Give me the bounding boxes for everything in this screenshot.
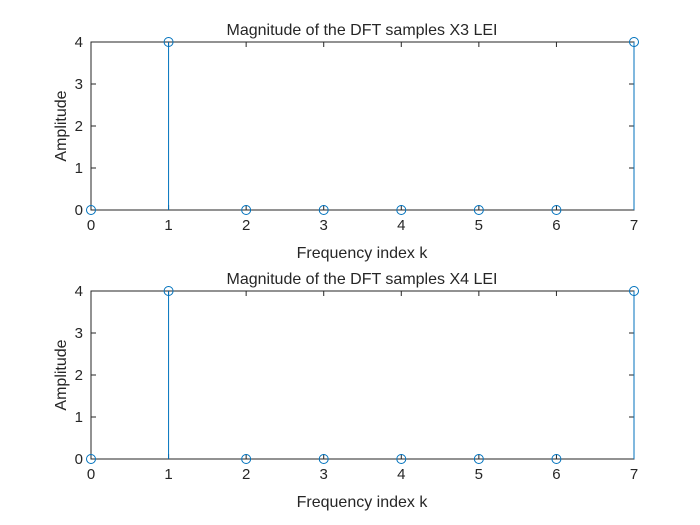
y-tick-label-top: 2 [75,118,83,135]
stems-top [86,37,639,215]
stem-marker-top-k0 [86,205,96,215]
y-tick-label-bottom: 1 [75,409,83,426]
x-tick-label-top: 4 [397,217,405,234]
axes-box-bottom [90,290,635,460]
y-tick-label-top: 4 [75,34,83,51]
x-tick-label-bottom: 5 [475,466,483,483]
stem-marker-bottom-k4 [396,454,407,464]
x-tick-label-top: 5 [475,217,483,234]
x-tick-label-bottom: 2 [242,466,250,483]
x-tick-label-bottom: 4 [397,466,405,483]
stem-marker-top-k5 [473,205,484,215]
y-tick-label-top: 3 [75,76,83,93]
stem-marker-top-k4 [396,205,407,215]
x-tick-label-top: 3 [320,217,328,234]
x-tick-label-bottom: 1 [164,466,172,483]
y-tick-label-bottom: 4 [75,283,83,300]
y-tick-label-bottom: 0 [75,451,83,468]
x-axis-label-bottom: Frequency index k [297,494,429,511]
stems-bottom [86,286,639,464]
x-tick-label-top: 1 [164,217,172,234]
y-axis-label-bottom: Amplitude [53,339,70,410]
chart-title-top: Magnitude of the DFT samples X3 LEI [227,22,498,39]
x-tick-label-bottom: 0 [87,466,95,483]
stem-marker-top-k7 [629,37,639,47]
y-ticks-bottom: 0 1 2 3 4 [75,283,634,468]
stem-marker-bottom-k3 [318,454,329,464]
stem-marker-bottom-k5 [473,454,484,464]
x-axis-label-top: Frequency index k [297,245,429,262]
stem-marker-top-k6 [551,205,562,215]
stem-marker-top-k3 [318,205,329,215]
chart-title-bottom: Magnitude of the DFT samples X4 LEI [227,271,498,288]
axes-box-top [90,41,635,211]
stem-marker-bottom-k2 [241,454,252,464]
x-tick-label-top: 0 [87,217,95,234]
x-tick-label-bottom: 7 [630,466,638,483]
y-ticks-top: 0 1 2 3 4 [75,34,634,219]
stem-marker-bottom-k6 [551,454,562,464]
x-tick-label-top: 6 [552,217,560,234]
x-tick-label-bottom: 6 [552,466,560,483]
stem-marker-top-k1 [163,37,174,47]
x-tick-label-top: 7 [630,217,638,234]
x-tick-label-top: 2 [242,217,250,234]
stem-marker-top-k2 [241,205,252,215]
stem-marker-bottom-k0 [86,454,96,464]
x-tick-label-bottom: 3 [320,466,328,483]
stem-marker-bottom-k7 [629,286,639,296]
y-tick-label-top: 0 [75,202,83,219]
y-tick-label-bottom: 3 [75,325,83,342]
stem-marker-bottom-k1 [163,286,174,296]
subplot-bottom: 0 1 2 3 4 5 6 7 0 1 2 3 4 Magnitude of the DFT samp… [53,271,639,511]
y-tick-label-bottom: 2 [75,367,83,384]
y-axis-label-top: Amplitude [53,90,70,161]
subplot-top: 0 1 2 3 4 5 6 7 0 1 2 3 4 Magnitude of the DFT samp… [53,22,639,262]
y-tick-label-top: 1 [75,160,83,177]
